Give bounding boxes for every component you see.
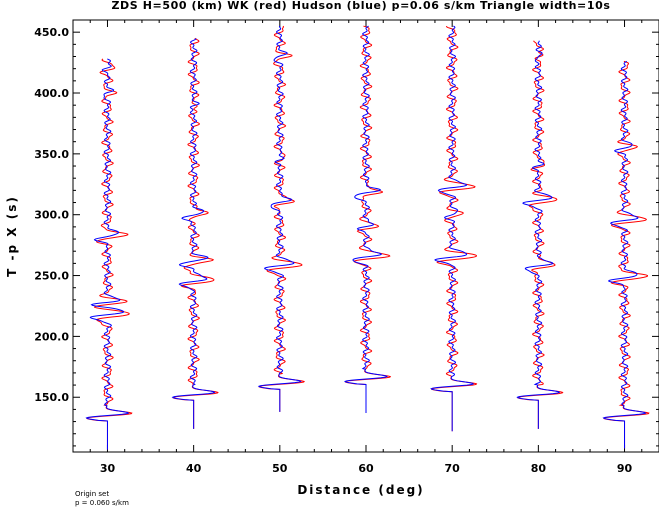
x-tick-label: 80 — [531, 462, 547, 475]
trace-blue-90 — [602, 60, 647, 449]
y-axis-label: T -p X (s) — [5, 195, 19, 277]
y-tick-label: 250.0 — [34, 270, 69, 283]
trace-blue-80 — [516, 40, 561, 429]
trace-blue-50 — [257, 25, 302, 412]
footnote-slowness: p = 0.060 s/km — [75, 499, 129, 507]
y-tick-label: 400.0 — [34, 87, 69, 100]
y-tick-label: 150.0 — [34, 391, 69, 404]
trace-red-50 — [258, 25, 305, 412]
y-tick-label: 350.0 — [34, 148, 69, 161]
x-tick-label: 50 — [272, 462, 288, 475]
trace-blue-40 — [171, 38, 216, 429]
trace-group — [85, 25, 650, 450]
chart-title: ZDS H=500 (km) WK (red) Hudson (blue) p=… — [111, 0, 610, 12]
x-tick-label: 70 — [445, 462, 461, 475]
y-tick-label: 300.0 — [34, 209, 69, 222]
x-axis: 30 40 50 60 70 80 90 — [89, 20, 659, 475]
y-tick-label: 450.0 — [34, 26, 69, 39]
x-tick-label: 90 — [617, 462, 633, 475]
x-tick-label: 40 — [186, 462, 202, 475]
trace-blue-70 — [430, 25, 475, 432]
y-axis: 150.0 200.0 250.0 300.0 350.0 400.0 450.0 — [34, 19, 659, 447]
trace-red-80 — [517, 40, 564, 429]
trace-blue-60 — [343, 25, 389, 414]
y-tick-label: 200.0 — [34, 330, 69, 343]
x-tick-label: 60 — [358, 462, 374, 475]
trace-blue-30 — [85, 58, 130, 450]
x-axis-label: Distance (deg) — [297, 483, 424, 497]
trace-red-60 — [344, 25, 392, 414]
footnote-origin: Origin set — [75, 490, 109, 498]
x-tick-label: 30 — [100, 462, 116, 475]
